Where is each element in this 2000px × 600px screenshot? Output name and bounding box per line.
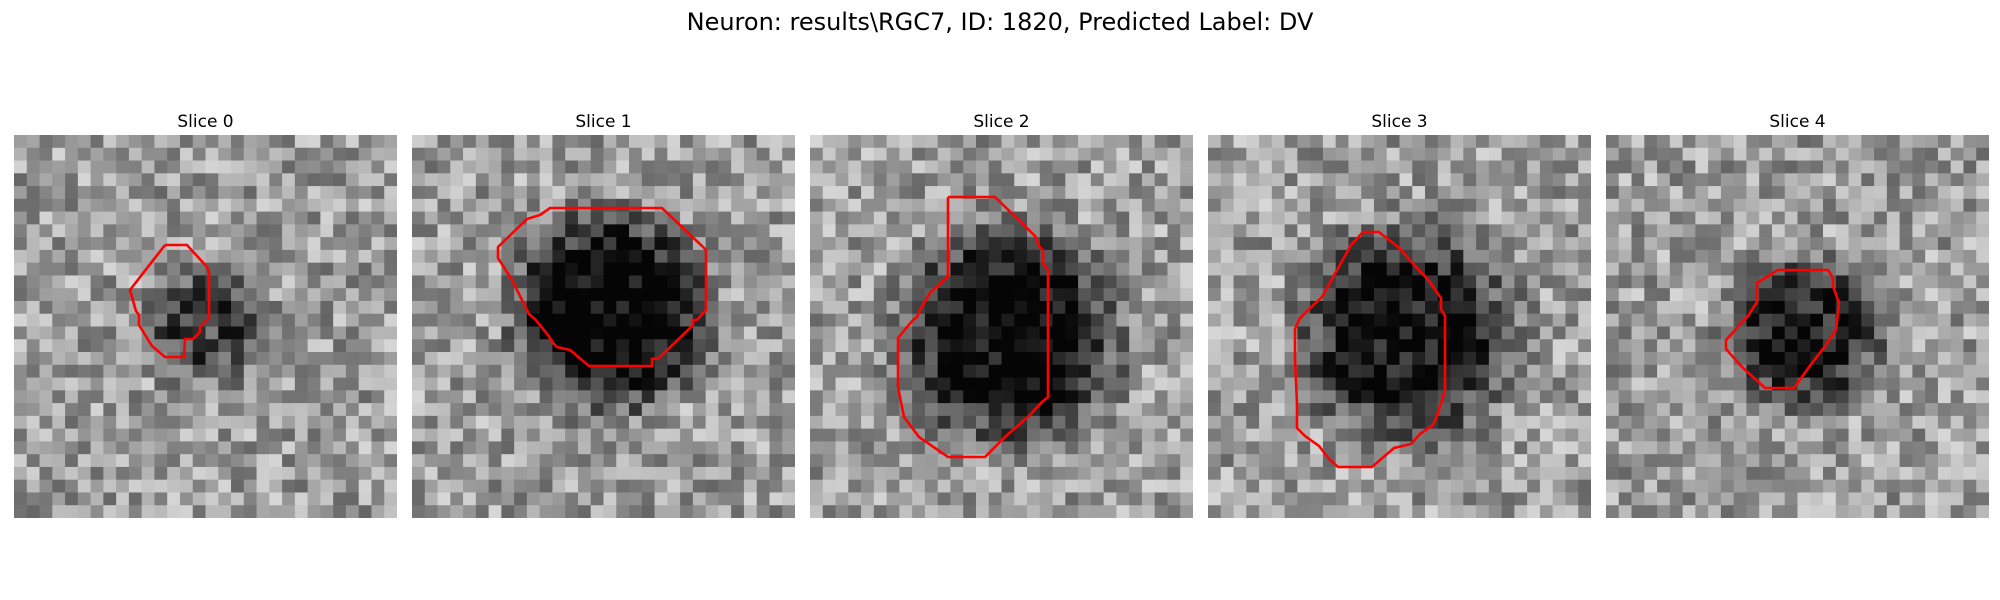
slice-image <box>1606 135 1989 518</box>
roi-contour <box>128 243 211 359</box>
slice-title: Slice 2 <box>973 112 1030 132</box>
slice-image <box>412 135 795 518</box>
slice-title: Slice 1 <box>575 112 632 132</box>
figure-title: Neuron: results\RGC7, ID: 1820, Predicte… <box>686 8 1314 36</box>
roi-contour <box>496 206 708 368</box>
slice-image <box>810 135 1193 518</box>
slice-image <box>1208 135 1591 518</box>
slice-panel-2: Slice 2 <box>810 110 1193 518</box>
roi-contour <box>896 195 1050 459</box>
slice-panel-3: Slice 3 <box>1208 110 1591 518</box>
slice-panel-4: Slice 4 <box>1606 110 1989 518</box>
slice-panel-0: Slice 0 <box>14 110 397 518</box>
slice-image <box>14 135 397 518</box>
roi-contour <box>1724 268 1841 390</box>
slice-panel-1: Slice 1 <box>412 110 795 518</box>
slice-title: Slice 3 <box>1371 112 1428 132</box>
slice-title: Slice 0 <box>177 112 234 132</box>
roi-contour <box>1293 230 1447 469</box>
slice-title: Slice 4 <box>1769 112 1826 132</box>
